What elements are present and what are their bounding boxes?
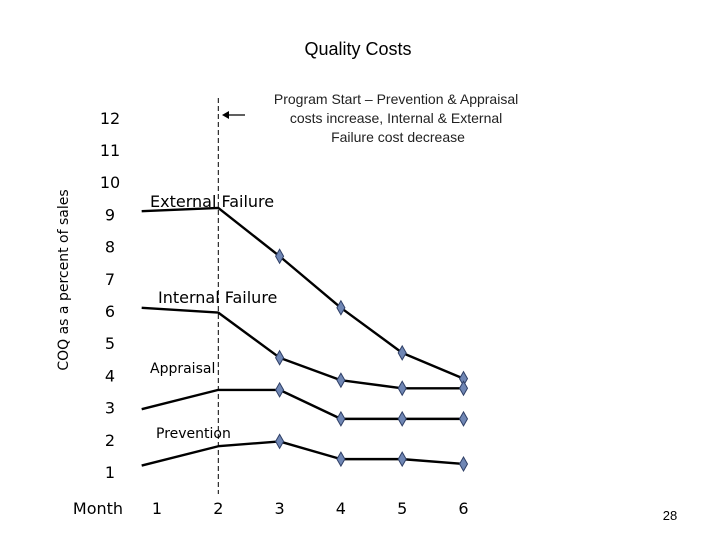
data-point-internal-failure: [458, 380, 469, 397]
data-point-prevention: [458, 455, 469, 472]
y-tick-label: 8: [105, 238, 115, 257]
data-point-external-failure: [397, 344, 407, 361]
data-point-prevention: [397, 451, 407, 468]
data-point-prevention: [336, 451, 346, 468]
y-tick-label: 11: [100, 141, 120, 160]
y-tick-label: 2: [105, 431, 115, 450]
annotation-line-2: costs increase, Internal & External: [290, 110, 502, 126]
y-tick-label: 10: [100, 173, 120, 192]
series-label-external-failure: External Failure: [150, 192, 274, 211]
data-point-external-failure: [275, 248, 285, 265]
y-axis-label: COQ as a percent of sales: [56, 189, 72, 370]
x-tick-label: 6: [458, 499, 468, 518]
x-tick-label: 4: [336, 499, 346, 518]
data-point-appraisal: [397, 410, 407, 427]
x-tick-label: 5: [397, 499, 407, 518]
x-axis-label: Month: [73, 499, 123, 518]
y-tick-label: 5: [105, 334, 115, 353]
data-point-internal-failure: [336, 372, 346, 389]
x-tick-label: 2: [213, 499, 223, 518]
annotation-line-1: Program Start – Prevention & Appraisal: [274, 91, 518, 107]
y-tick-label: 9: [105, 205, 115, 224]
data-point-prevention: [275, 433, 285, 450]
x-tick-labels: 1 2 3 4 5 6: [152, 499, 469, 518]
data-point-internal-failure: [275, 349, 285, 366]
data-point-appraisal: [458, 410, 469, 427]
y-tick-label: 12: [100, 109, 120, 128]
y-tick-label: 3: [105, 399, 115, 418]
series-line-appraisal: [141, 388, 464, 421]
series-layer: [141, 206, 469, 472]
y-tick-label: 7: [105, 270, 115, 289]
data-point-appraisal: [336, 410, 346, 427]
annotation-arrowhead: [222, 111, 229, 119]
series-label-appraisal: Appraisal: [150, 361, 215, 377]
data-point-internal-failure: [397, 380, 407, 397]
series-label-internal-failure: Internal Failure: [158, 288, 277, 307]
annotation-line-3: Failure cost decrease: [331, 129, 465, 145]
y-tick-label: 4: [105, 366, 115, 385]
series-label-prevention: Prevention: [156, 426, 231, 442]
series-line-internal-failure: [141, 306, 464, 390]
x-tick-label: 1: [152, 499, 162, 518]
data-point-external-failure: [336, 299, 346, 316]
y-tick-label: 1: [105, 463, 115, 482]
data-point-appraisal: [275, 381, 285, 398]
x-tick-label: 3: [275, 499, 285, 518]
page-number: 28: [663, 508, 677, 523]
series-line-prevention: [141, 440, 464, 467]
series-line-external-failure: [141, 206, 464, 380]
y-tick-label: 6: [105, 302, 115, 321]
chart-title: Quality Costs: [304, 39, 411, 59]
annotation-text: Program Start – Prevention & Appraisal c…: [274, 91, 522, 145]
